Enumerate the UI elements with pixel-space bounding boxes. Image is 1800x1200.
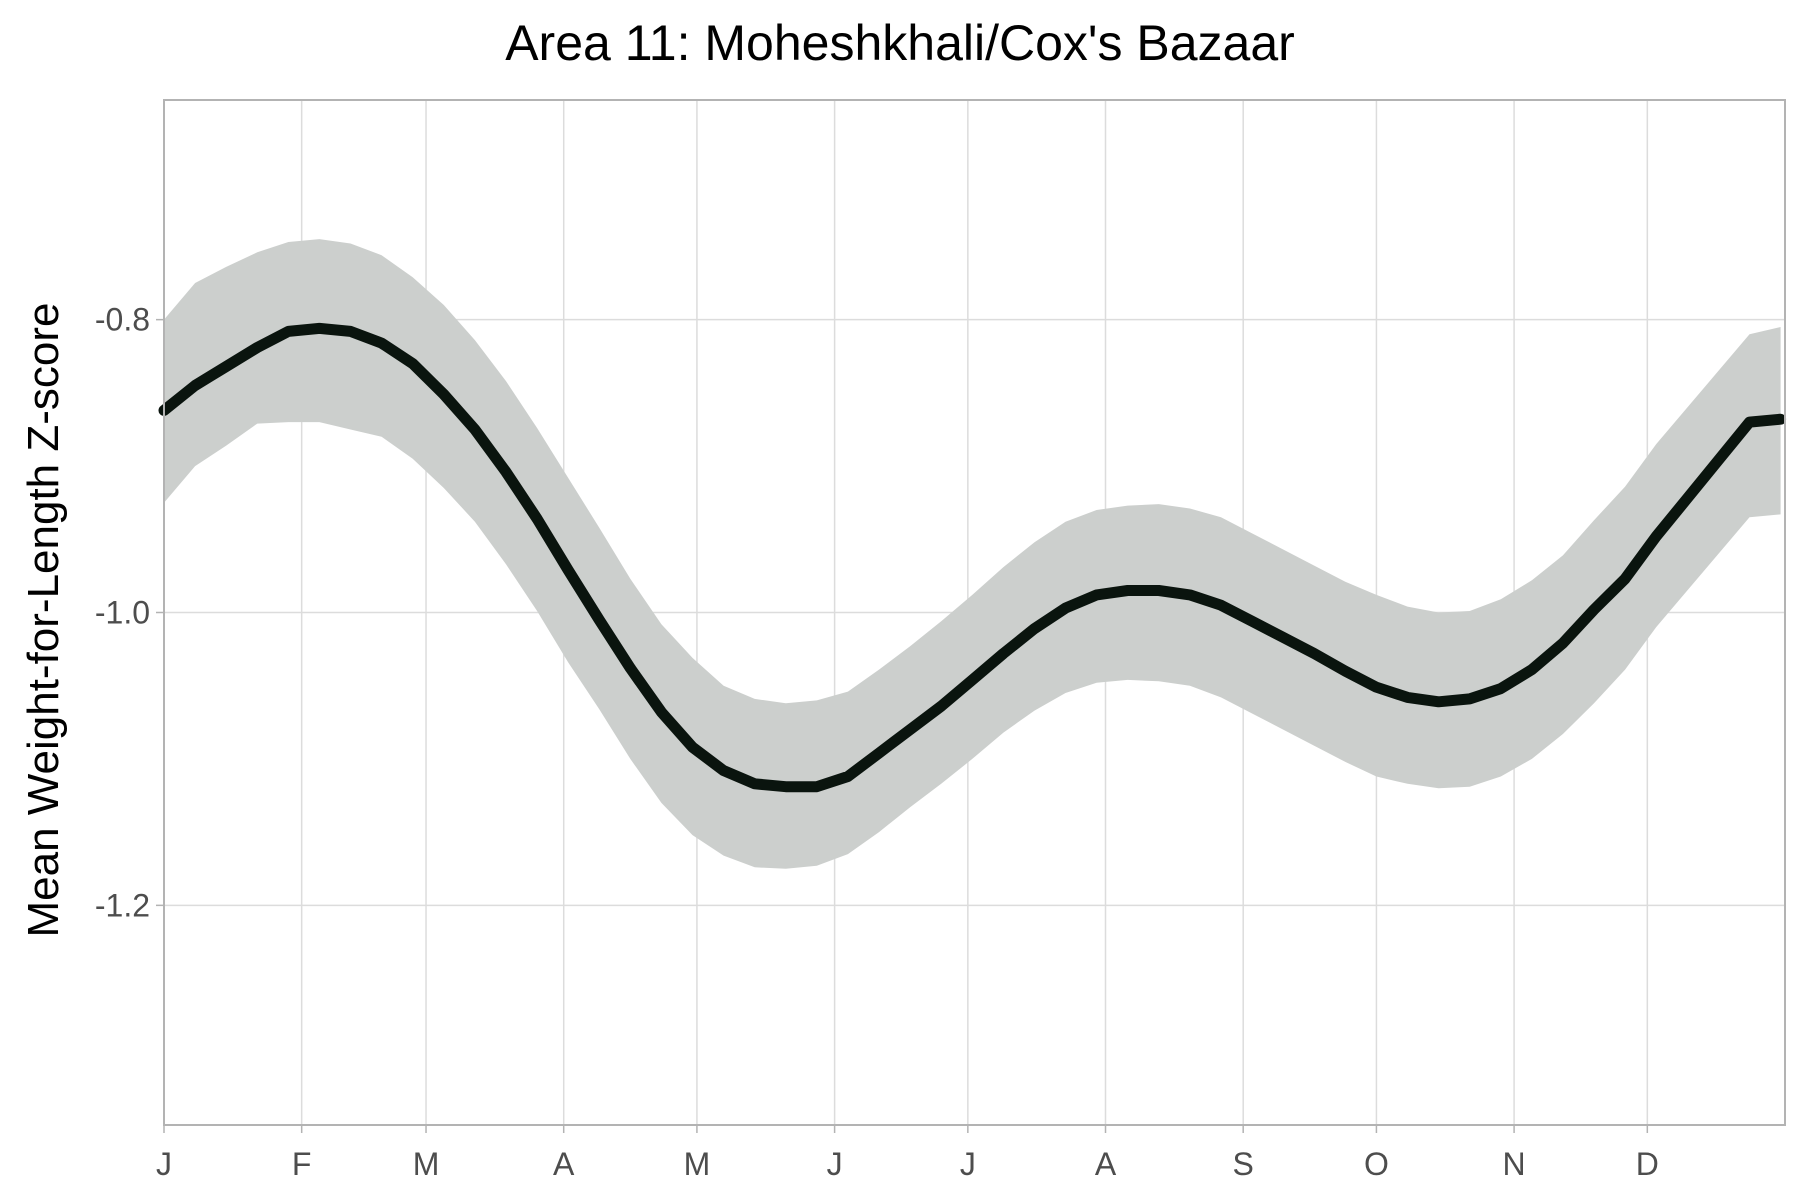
x-tick-label: N: [1503, 1146, 1526, 1182]
ribbon-layer: [164, 239, 1781, 869]
chart-title: Area 11: Moheshkhali/Cox's Bazaar: [505, 15, 1295, 71]
y-tick-label: -0.8: [95, 302, 150, 338]
x-tick-label: J: [827, 1146, 843, 1182]
x-tick-label: S: [1233, 1146, 1254, 1182]
x-tick-label: D: [1636, 1146, 1659, 1182]
tick-layer: -0.8 -1.0 -1.2 J F M A M J J A S O N D: [95, 302, 1659, 1182]
y-tick-label: -1.0: [95, 595, 150, 631]
x-tick-label: M: [684, 1146, 711, 1182]
x-tick-label: J: [960, 1146, 976, 1182]
series-line: [158, 322, 1787, 793]
line-layer: [158, 322, 1787, 793]
x-tick-label: A: [1095, 1146, 1117, 1182]
x-tick-label: O: [1364, 1146, 1389, 1182]
x-tick-label: J: [156, 1146, 172, 1182]
x-tick-label: M: [413, 1146, 440, 1182]
x-tick-label: A: [553, 1146, 575, 1182]
confidence-ribbon: [164, 239, 1781, 869]
x-tick-label: F: [292, 1146, 312, 1182]
y-tick-label: -1.2: [95, 887, 150, 923]
